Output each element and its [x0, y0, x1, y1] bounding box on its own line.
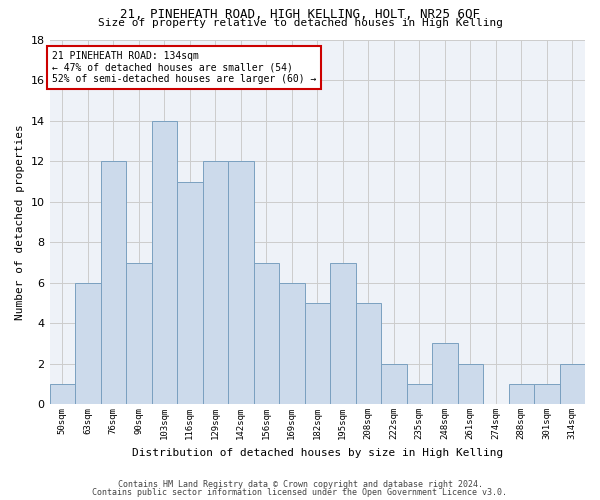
Bar: [101, 162, 126, 404]
Text: 21, PINEHEATH ROAD, HIGH KELLING, HOLT, NR25 6QF: 21, PINEHEATH ROAD, HIGH KELLING, HOLT, …: [120, 8, 480, 20]
Bar: [356, 303, 381, 404]
Bar: [407, 384, 432, 404]
Text: Contains HM Land Registry data © Crown copyright and database right 2024.: Contains HM Land Registry data © Crown c…: [118, 480, 482, 489]
Bar: [75, 283, 101, 404]
Bar: [279, 283, 305, 404]
Bar: [381, 364, 407, 404]
Y-axis label: Number of detached properties: Number of detached properties: [15, 124, 25, 320]
Bar: [330, 262, 356, 404]
Bar: [305, 303, 330, 404]
Bar: [432, 344, 458, 404]
Bar: [509, 384, 534, 404]
Bar: [203, 162, 228, 404]
Bar: [228, 162, 254, 404]
Bar: [458, 364, 483, 404]
Text: Contains public sector information licensed under the Open Government Licence v3: Contains public sector information licen…: [92, 488, 508, 497]
Text: 21 PINEHEATH ROAD: 134sqm
← 47% of detached houses are smaller (54)
52% of semi-: 21 PINEHEATH ROAD: 134sqm ← 47% of detac…: [52, 51, 317, 84]
X-axis label: Distribution of detached houses by size in High Kelling: Distribution of detached houses by size …: [131, 448, 503, 458]
Bar: [560, 364, 585, 404]
Bar: [177, 182, 203, 404]
Text: Size of property relative to detached houses in High Kelling: Size of property relative to detached ho…: [97, 18, 503, 28]
Bar: [534, 384, 560, 404]
Bar: [50, 384, 75, 404]
Bar: [152, 121, 177, 404]
Bar: [254, 262, 279, 404]
Bar: [126, 262, 152, 404]
